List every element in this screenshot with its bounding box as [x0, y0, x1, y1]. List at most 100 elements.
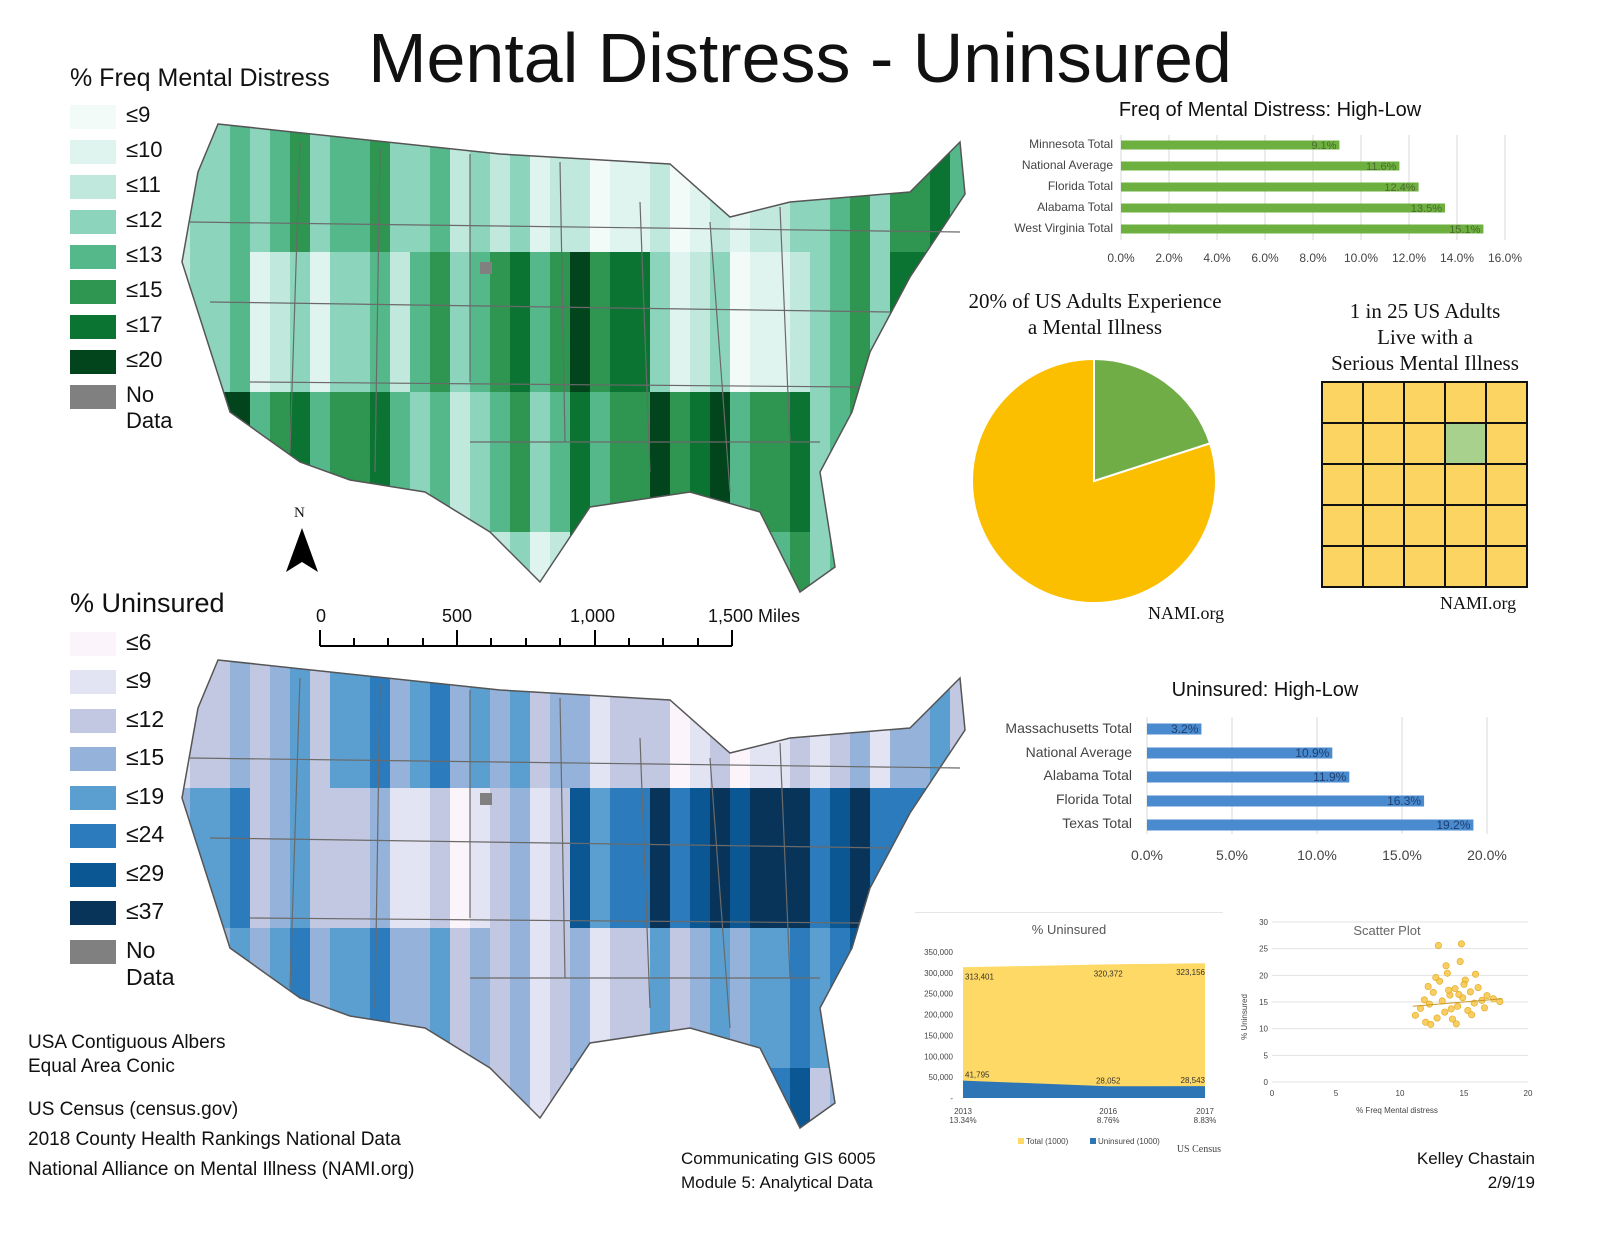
county-cell [330, 1048, 351, 1069]
county-cell [610, 828, 631, 849]
bar-value-label: 11.9% [1313, 770, 1346, 784]
county-cell [870, 572, 891, 592]
county-cell [570, 124, 591, 133]
county-cell [810, 668, 831, 689]
scatter-point [1447, 1005, 1455, 1013]
county-cell [290, 192, 311, 213]
county-cell [790, 668, 811, 689]
state-boundaries [189, 141, 961, 493]
county-cell [270, 452, 291, 473]
county-cell [710, 172, 731, 193]
county-cell [750, 1108, 771, 1128]
county-cell [710, 372, 731, 393]
county-cell [270, 332, 291, 353]
county-cell [290, 232, 311, 253]
county-cell [350, 660, 371, 669]
county-cell [750, 668, 771, 689]
county-cell [430, 1008, 451, 1029]
county-cell [790, 232, 811, 253]
county-cell [790, 452, 811, 473]
county-cell [390, 552, 411, 573]
county-cell [430, 928, 451, 949]
county-cell [530, 660, 551, 669]
county-cell [890, 908, 911, 929]
area-series-uninsured [963, 1080, 1205, 1098]
county-cell [810, 452, 831, 473]
county-cell [790, 848, 811, 869]
county-cell [790, 412, 811, 433]
county-cell [810, 1028, 831, 1049]
axis-tick-label: 5.0% [1216, 847, 1248, 863]
county-cell [910, 132, 931, 153]
county-cell [870, 908, 891, 929]
county-cell [430, 748, 451, 769]
county-cell [630, 412, 651, 433]
county-cell [730, 292, 751, 313]
county-cell [730, 748, 751, 769]
county-cell [410, 212, 431, 233]
county-cell [910, 808, 931, 829]
county-cell [450, 332, 471, 353]
area-value-label: 28,052 [1096, 1076, 1121, 1085]
county-cell [650, 1068, 671, 1089]
county-cell [610, 788, 631, 809]
county-cell [590, 452, 611, 473]
county-cell [510, 768, 531, 789]
county-cell [430, 392, 451, 413]
county-cell [690, 808, 711, 829]
county-cell [390, 1068, 411, 1089]
county-cell [290, 848, 311, 869]
county-cell [850, 432, 871, 453]
county-cell [950, 552, 965, 573]
county-cell [230, 788, 251, 809]
county-cell [390, 660, 411, 669]
bar-value-label: 10.9% [1295, 746, 1329, 760]
county-cell [330, 552, 351, 573]
county-cell [890, 252, 911, 273]
county-cell [470, 592, 491, 612]
county-cell [630, 292, 651, 313]
scatter-point [1443, 969, 1451, 977]
county-cell [810, 332, 831, 353]
county-cell [450, 660, 471, 669]
scatter-point [1425, 1000, 1433, 1008]
county-cell [850, 252, 871, 273]
county-cell [770, 828, 791, 849]
county-cell [470, 660, 491, 669]
county-cell [910, 660, 931, 669]
county-cell [890, 512, 911, 533]
axis-tick-label: 10.0% [1344, 251, 1378, 265]
county-cell [930, 572, 951, 592]
county-cell [690, 212, 711, 233]
county-cell [210, 412, 231, 433]
county-cell [850, 552, 871, 573]
county-cell [670, 372, 691, 393]
county-cell [430, 252, 451, 273]
grid-heading-line: Serious Mental Illness [1331, 351, 1519, 375]
county-cell [870, 868, 891, 889]
county-cell [930, 452, 951, 473]
county-cell [770, 928, 791, 949]
county-cell [550, 124, 571, 133]
county-cell [490, 848, 511, 869]
county-cell [770, 708, 791, 729]
county-cell [750, 572, 771, 592]
county-cell [830, 572, 851, 592]
county-cell [810, 124, 831, 133]
county-cell [930, 192, 951, 213]
county-cell [410, 1048, 431, 1069]
county-cell [182, 452, 191, 473]
county-cell [770, 908, 791, 929]
county-cell [870, 828, 891, 849]
county-cell [190, 688, 211, 709]
bar [1147, 819, 1474, 831]
county-cell [650, 1108, 671, 1128]
legend-label: ≤12 [126, 706, 165, 732]
county-cell [570, 848, 591, 869]
county-cell [250, 748, 271, 769]
county-cell [350, 352, 371, 373]
county-cell [310, 668, 331, 689]
county-cell [270, 392, 291, 413]
county-cell [430, 332, 451, 353]
scale-label-0: 0 [316, 606, 327, 626]
